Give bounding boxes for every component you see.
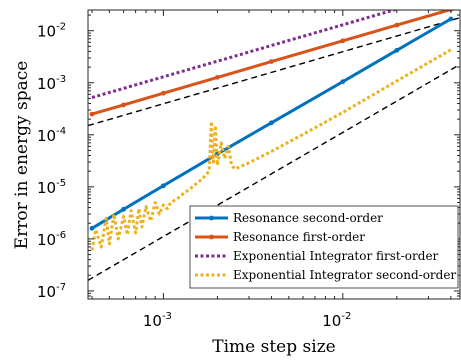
y-tick-label: 10-7: [37, 282, 66, 301]
series-1-point: [448, 16, 454, 22]
plot-frame: [87, 9, 461, 300]
x-axis-title: Time step size: [212, 337, 335, 357]
series-2-point: [394, 22, 400, 28]
legend-marker: [209, 234, 214, 240]
y-tick-label: 10-5: [37, 178, 66, 197]
series-1-point: [340, 79, 346, 85]
y-tick-label: 10-2: [37, 22, 66, 41]
series-2-point: [340, 38, 346, 44]
legend-label-4: Exponential Integrator second-order: [233, 268, 456, 282]
reference-slope-lines: [88, 17, 460, 281]
legend-label-2: Resonance first-order: [233, 230, 365, 244]
series-2-point: [269, 59, 274, 64]
axis-ticks: [88, 10, 460, 300]
series-1-point: [121, 206, 126, 212]
series-2-point: [215, 74, 220, 80]
series-line-1: [91, 17, 452, 230]
x-tick-label: 10-3: [143, 311, 172, 330]
series-1-point: [89, 225, 95, 231]
y-axis-title: Error in energy space: [12, 61, 32, 250]
reference-line-1: [88, 17, 460, 127]
legend: Resonance second-order Resonance first-or…: [189, 205, 459, 289]
series-2-point: [89, 111, 95, 117]
legend-label-3: Exponential Integrator first-order: [233, 249, 439, 263]
x-tick-label: 10-2: [322, 311, 351, 330]
series-2-point: [121, 102, 126, 108]
tick-labels: 10-3 10-2 10-7 10-6 10-5 10-4 10-3 10-2: [37, 22, 351, 330]
series-line-3: [91, 10, 400, 99]
reference-line-2: [88, 63, 460, 281]
legend-box: [189, 205, 459, 289]
series-line-2: [91, 10, 452, 116]
series-1-point: [269, 120, 274, 126]
series-layer: [89, 10, 454, 251]
y-tick-label: 10-6: [37, 230, 66, 249]
series-2-point: [160, 90, 166, 96]
series-1-point: [160, 183, 166, 189]
y-tick-label: 10-4: [37, 126, 66, 145]
legend-marker: [209, 215, 214, 221]
y-tick-label: 10-3: [37, 74, 66, 93]
legend-label-1: Resonance second-order: [233, 211, 383, 225]
series-1-point: [394, 47, 400, 53]
